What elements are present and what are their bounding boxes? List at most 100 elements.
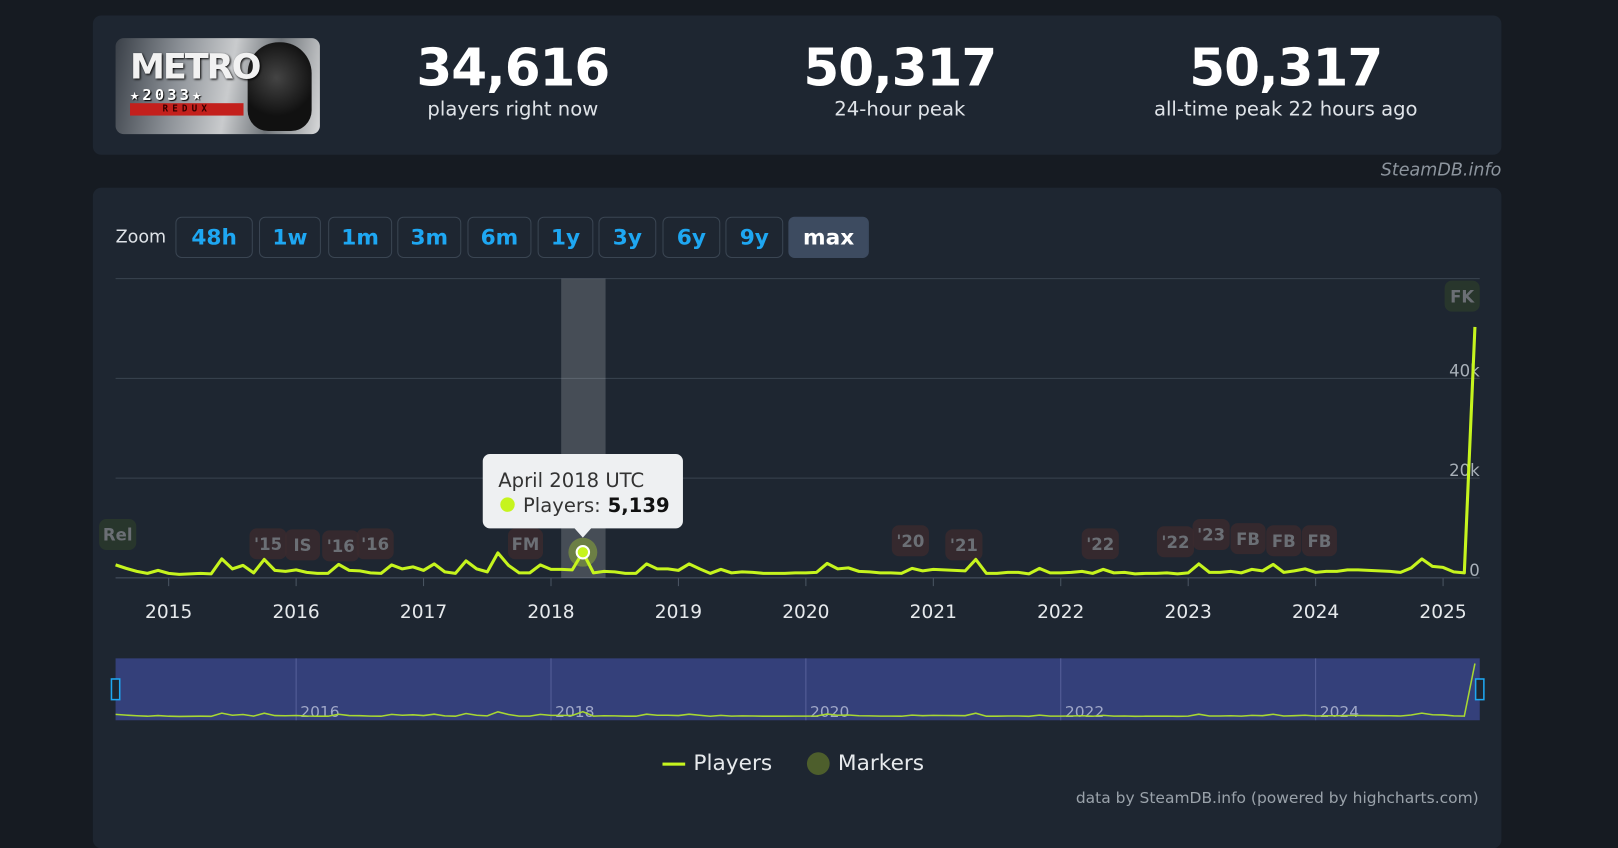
zoom-button-3m[interactable]: 3m [397,216,462,258]
data-point[interactable] [804,571,808,575]
data-point[interactable] [337,562,341,566]
data-point[interactable] [857,569,861,573]
data-point[interactable] [1388,569,1392,573]
data-point[interactable] [1016,570,1020,574]
data-point[interactable] [209,572,213,576]
navigator-handle[interactable] [1474,678,1485,701]
data-point[interactable] [687,562,691,566]
marker-FB[interactable]: FB [1230,523,1266,555]
zoom-button-48h[interactable]: 48h [175,216,253,258]
data-point[interactable] [634,571,638,575]
data-point[interactable] [347,568,351,572]
data-point[interactable] [1165,571,1169,575]
marker-IS[interactable]: IS [284,529,321,561]
data-point[interactable] [868,570,872,574]
marker-'20[interactable]: '20 [891,525,929,557]
data-point[interactable] [145,571,149,575]
data-point[interactable] [114,563,118,567]
data-point[interactable] [315,571,319,575]
data-point[interactable] [1006,570,1010,574]
data-point[interactable] [1080,569,1084,573]
data-point[interactable] [400,567,404,571]
game-cover-image[interactable]: METRO ★2033★ REDUX [115,38,320,135]
data-point[interactable] [1186,571,1190,575]
marker-'21[interactable]: '21 [945,529,983,561]
data-point[interactable] [1271,562,1275,566]
marker-FB[interactable]: FB [1301,525,1337,557]
data-point[interactable] [506,563,510,567]
data-point[interactable] [326,571,330,575]
zoom-button-9y[interactable]: 9y [725,216,784,258]
data-point[interactable] [899,571,903,575]
data-point[interactable] [1229,569,1233,573]
data-point[interactable] [676,568,680,572]
data-point[interactable] [698,567,702,571]
marker-'23[interactable]: '23 [1192,519,1230,551]
data-point[interactable] [1239,571,1243,575]
data-point[interactable] [1027,572,1031,576]
data-point[interactable] [1059,571,1063,575]
data-point[interactable] [1133,572,1137,576]
data-point[interactable] [1037,566,1041,570]
data-point[interactable] [1292,569,1296,573]
data-point[interactable] [252,571,256,575]
data-point[interactable] [889,571,893,575]
data-point[interactable] [135,569,139,573]
data-point[interactable] [1441,565,1445,569]
data-point[interactable] [645,562,649,566]
data-point[interactable] [305,570,309,574]
data-point[interactable] [1303,567,1307,571]
data-point[interactable] [1250,567,1254,571]
data-point[interactable] [666,567,670,571]
data-point[interactable] [772,571,776,575]
navigator[interactable]: 2016 2018 2020 2022 2024 [110,658,1485,721]
data-point[interactable] [1345,568,1349,572]
data-point[interactable] [1452,570,1456,574]
data-point[interactable] [156,568,160,572]
data-point[interactable] [761,571,765,575]
data-point[interactable] [1048,571,1052,575]
data-point[interactable] [1069,570,1073,574]
marker-FB[interactable]: FB [1266,525,1302,557]
data-point[interactable] [177,572,181,576]
data-point[interactable] [1207,570,1211,574]
marker-'22[interactable]: '22 [1081,528,1119,560]
marker-'22[interactable]: '22 [1156,526,1195,558]
data-point[interactable] [124,566,128,570]
data-point[interactable] [464,559,468,563]
legend-players[interactable]: Players [662,750,772,775]
data-point[interactable] [358,569,362,573]
data-point[interactable] [613,570,617,574]
data-point[interactable] [390,563,394,567]
data-point[interactable] [1399,570,1403,574]
data-point[interactable] [220,557,224,561]
zoom-button-1w[interactable]: 1w [259,216,321,258]
data-point[interactable] [538,563,542,567]
data-point[interactable] [719,567,723,571]
data-point[interactable] [942,568,946,572]
data-point[interactable] [1462,571,1466,575]
data-point[interactable] [1176,572,1180,576]
zoom-button-6y[interactable]: 6y [662,216,721,258]
data-point[interactable] [910,566,914,570]
data-point[interactable] [1197,562,1201,566]
data-point[interactable] [814,570,818,574]
data-point[interactable] [878,571,882,575]
zoom-button-6m[interactable]: 6m [467,216,532,258]
data-point[interactable] [1091,571,1095,575]
data-point[interactable] [623,571,627,575]
data-point[interactable] [751,570,755,574]
data-point[interactable] [188,572,192,576]
zoom-button-3y[interactable]: 3y [598,216,657,258]
navigator-handle[interactable] [110,678,121,701]
marker-'16[interactable]: '16 [322,530,360,562]
marker-'16[interactable]: '16 [356,528,394,560]
data-point[interactable] [283,569,287,573]
data-point[interactable] [1260,569,1264,573]
data-point[interactable] [1154,571,1158,575]
data-point[interactable] [921,569,925,573]
data-point[interactable] [241,563,245,567]
chart-footer-credit[interactable]: data by SteamDB.info (powered by highcha… [1075,788,1479,807]
data-point[interactable] [368,571,372,575]
